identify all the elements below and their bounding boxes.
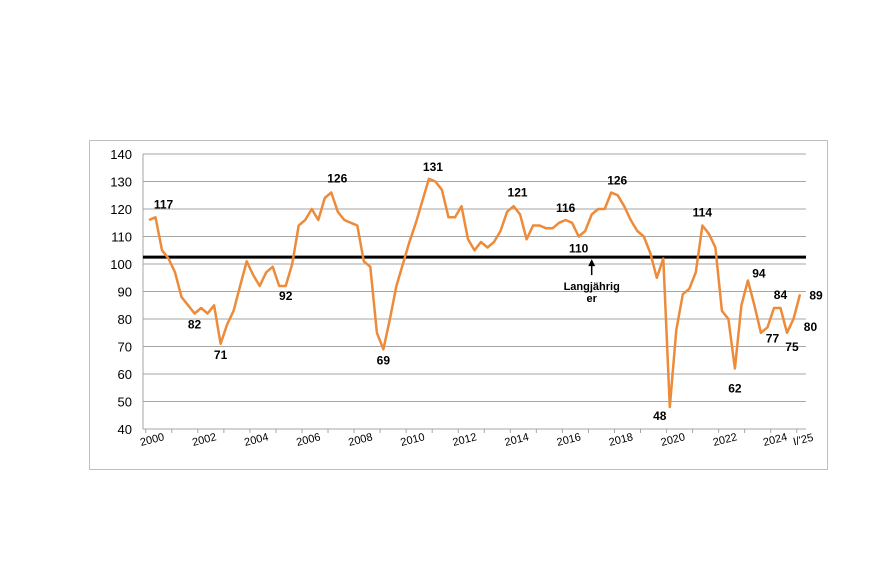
data-label: 62 — [728, 382, 742, 396]
x-tick-label: 2014 — [504, 431, 531, 449]
data-label: 75 — [785, 340, 799, 354]
line-chart: 40 50 60 70 80 90 100 110 120 130 140 2000 2002 2004 2… — [110, 147, 823, 449]
data-label: 92 — [279, 289, 293, 303]
data-label: 121 — [508, 185, 528, 199]
y-tick-label: 60 — [118, 367, 132, 382]
x-tick-label: 2022 — [712, 431, 739, 449]
x-tick-label: 2000 — [139, 431, 166, 449]
data-label: 80 — [804, 320, 818, 334]
reference-arrow-head — [588, 259, 596, 267]
data-label: 117 — [154, 197, 174, 211]
x-tick-label: 2006 — [295, 431, 322, 449]
y-tick-label: 90 — [118, 285, 132, 300]
y-tick-label: 140 — [110, 147, 132, 162]
y-tick-label: 50 — [118, 395, 132, 410]
data-label: 82 — [188, 318, 202, 332]
data-label: 89 — [809, 288, 823, 302]
data-label: 126 — [327, 172, 347, 186]
x-tick-label: 2010 — [399, 431, 426, 449]
x-tick-label: 2020 — [660, 431, 687, 449]
data-label: 84 — [774, 288, 788, 302]
reference-label-line: Langjährig — [564, 281, 620, 293]
data-label: 94 — [752, 267, 766, 281]
x-tick-label: 2004 — [243, 431, 270, 449]
data-label: 77 — [766, 331, 780, 345]
y-tick-label: 40 — [118, 422, 132, 437]
data-label: 116 — [556, 201, 576, 215]
x-tick-label: 2012 — [451, 431, 478, 449]
data-label: 131 — [423, 160, 443, 174]
series-line — [148, 177, 802, 409]
data-label: 69 — [377, 353, 391, 367]
chart-frame: 40 50 60 70 80 90 100 110 120 130 140 2000 2002 2004 2… — [89, 140, 828, 470]
x-tick-label: 2018 — [608, 431, 635, 449]
reference-label-line: er — [586, 293, 597, 305]
data-label: 110 — [569, 242, 589, 256]
x-tick-label: 2008 — [347, 431, 374, 449]
x-tick-label: 2024 — [762, 431, 789, 449]
x-tick-label: 2002 — [191, 431, 218, 449]
y-tick-label: 120 — [110, 202, 132, 217]
data-label: 48 — [653, 409, 667, 423]
y-tick-label: 110 — [111, 230, 132, 245]
y-tick-label: 70 — [118, 340, 132, 355]
data-label: 126 — [607, 174, 627, 188]
x-tick-label: I/'25 — [792, 432, 815, 449]
y-tick-label: 100 — [110, 257, 132, 272]
data-label: 71 — [214, 348, 228, 362]
data-label: 114 — [693, 206, 713, 220]
y-tick-label: 80 — [118, 312, 132, 327]
x-tick-label: 2016 — [556, 431, 583, 449]
y-tick-label: 130 — [110, 175, 132, 190]
